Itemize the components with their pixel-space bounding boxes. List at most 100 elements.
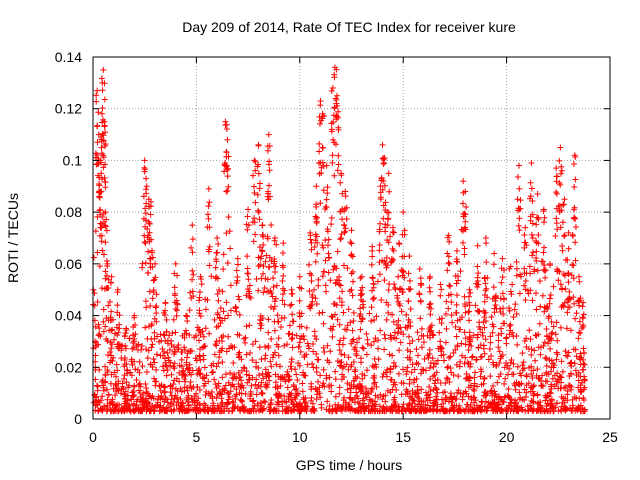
data-point	[181, 384, 188, 391]
data-point	[468, 354, 475, 361]
data-point	[491, 405, 498, 412]
data-point	[249, 341, 256, 348]
data-point	[442, 310, 449, 317]
data-point	[292, 386, 299, 393]
data-point	[145, 347, 152, 354]
data-point	[316, 384, 323, 391]
data-point	[337, 236, 344, 243]
data-point	[357, 388, 364, 395]
data-point	[91, 392, 98, 399]
data-point	[558, 167, 565, 174]
data-point	[142, 240, 149, 247]
data-point	[247, 294, 254, 301]
data-point	[369, 247, 376, 254]
data-point	[506, 265, 513, 272]
data-point	[232, 305, 239, 312]
data-point	[313, 368, 320, 375]
data-point	[100, 66, 107, 73]
y-tick-label: 0.1	[63, 152, 83, 168]
data-point	[341, 394, 348, 401]
data-point	[174, 301, 181, 308]
data-point	[540, 249, 547, 256]
data-point	[265, 342, 272, 349]
data-points	[90, 64, 588, 415]
data-point	[371, 372, 378, 379]
data-point	[351, 407, 358, 414]
data-point	[357, 292, 364, 299]
data-point	[553, 215, 560, 222]
data-point	[214, 309, 221, 316]
data-point	[113, 388, 120, 395]
x-tick-label: 10	[292, 429, 308, 445]
data-point	[581, 376, 588, 383]
data-point	[494, 379, 501, 386]
data-point	[132, 366, 139, 373]
data-point	[355, 335, 362, 342]
data-point	[100, 382, 107, 389]
data-point	[400, 366, 407, 373]
data-point	[380, 177, 387, 184]
data-point	[310, 364, 317, 371]
data-point	[580, 299, 587, 306]
data-point	[289, 344, 296, 351]
data-point	[254, 385, 261, 392]
data-point	[457, 358, 464, 365]
data-point	[373, 383, 380, 390]
data-point	[546, 295, 553, 302]
data-point	[180, 368, 187, 375]
data-point	[97, 188, 104, 195]
data-point	[378, 297, 385, 304]
data-point	[369, 253, 376, 260]
data-point	[215, 360, 222, 367]
data-point	[168, 371, 175, 378]
data-point	[521, 386, 528, 393]
data-point	[515, 222, 522, 229]
data-point	[456, 406, 463, 413]
data-point	[474, 334, 481, 341]
data-point	[466, 286, 473, 293]
data-point	[126, 401, 133, 408]
data-point	[103, 227, 110, 234]
data-point	[429, 331, 436, 338]
data-point	[482, 336, 489, 343]
data-point	[446, 260, 453, 267]
data-point	[93, 92, 100, 99]
data-point	[558, 163, 565, 170]
data-point	[535, 231, 542, 238]
data-point	[327, 277, 334, 284]
data-point	[298, 403, 305, 410]
data-point	[329, 159, 336, 166]
data-point	[391, 329, 398, 336]
data-point	[554, 173, 561, 180]
data-point	[279, 291, 286, 298]
data-point	[359, 375, 366, 382]
data-point	[444, 364, 451, 371]
data-point	[245, 270, 252, 277]
data-point	[341, 205, 348, 212]
data-point	[507, 321, 514, 328]
data-point	[446, 238, 453, 245]
data-point	[578, 325, 585, 332]
data-point	[521, 338, 528, 345]
data-point	[473, 356, 480, 363]
data-point	[152, 260, 159, 267]
data-point	[104, 396, 111, 403]
data-point	[501, 380, 508, 387]
data-point	[290, 381, 297, 388]
data-point	[328, 408, 335, 415]
data-point	[558, 358, 565, 365]
data-point	[513, 272, 520, 279]
data-point	[295, 390, 302, 397]
data-point	[470, 332, 477, 339]
data-point	[359, 344, 366, 351]
data-point	[498, 265, 505, 272]
data-point	[328, 215, 335, 222]
data-point	[561, 233, 568, 240]
data-point	[255, 170, 262, 177]
data-point	[283, 399, 290, 406]
data-point	[137, 383, 144, 390]
data-point	[163, 328, 170, 335]
data-point	[418, 386, 425, 393]
data-point	[204, 406, 211, 413]
data-point	[332, 376, 339, 383]
